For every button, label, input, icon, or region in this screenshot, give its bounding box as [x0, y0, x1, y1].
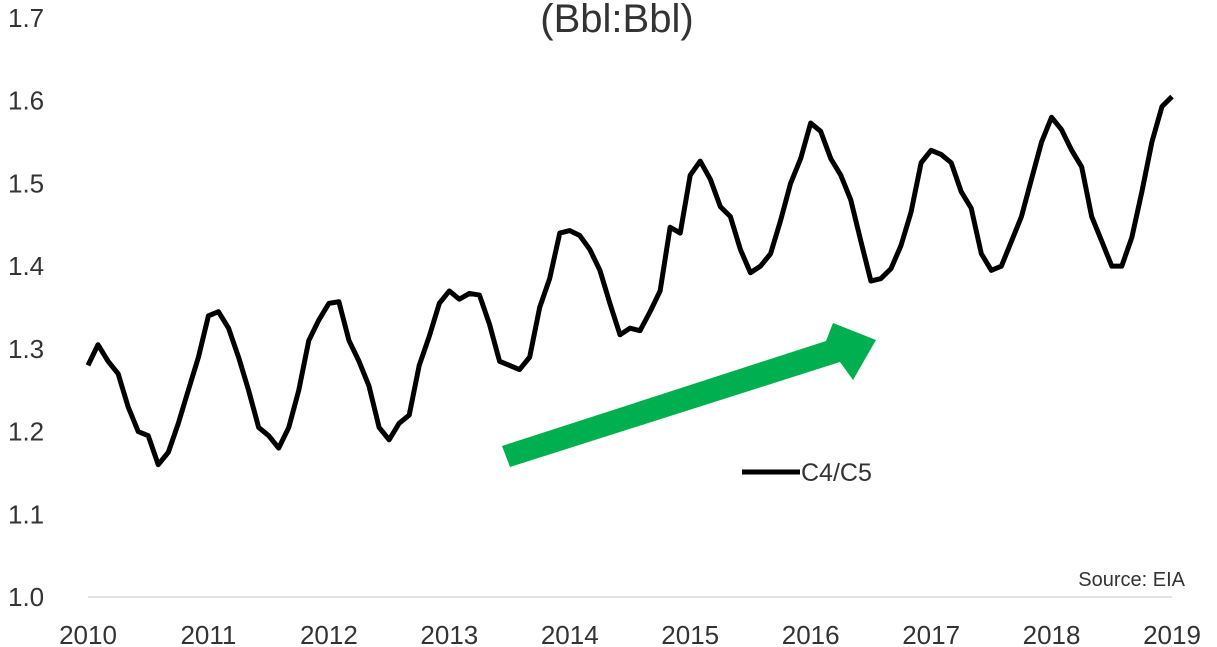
- x-tick-label: 2010: [59, 620, 117, 647]
- x-tick-label: 2018: [1023, 620, 1081, 647]
- x-tick-label: 2017: [902, 620, 960, 647]
- x-tick-label: 2013: [420, 620, 478, 647]
- y-tick-label: 1.6: [8, 86, 44, 116]
- x-tick-label: 2019: [1143, 620, 1201, 647]
- y-tick-label: 1.1: [8, 499, 44, 529]
- x-tick-label: 2012: [300, 620, 358, 647]
- source-note: Source: EIA: [1078, 569, 1185, 591]
- x-tick-label: 2015: [661, 620, 719, 647]
- trend-arrow: [502, 323, 876, 467]
- y-tick-label: 1.5: [8, 168, 44, 198]
- y-tick-label: 1.0: [8, 582, 44, 612]
- y-tick-label: 1.3: [8, 334, 44, 364]
- x-tick-label: 2014: [541, 620, 599, 647]
- legend-label: C4/C5: [801, 459, 872, 487]
- data-line: [85, 94, 1174, 468]
- x-tick-label: 2011: [180, 620, 236, 647]
- y-tick-label: 1.4: [8, 251, 44, 281]
- y-tick-label: 1.2: [8, 417, 44, 447]
- x-tick-label: 2016: [782, 620, 840, 647]
- y-tick-label: 1.7: [8, 3, 44, 33]
- chart-title: (Bbl:Bbl): [540, 0, 693, 41]
